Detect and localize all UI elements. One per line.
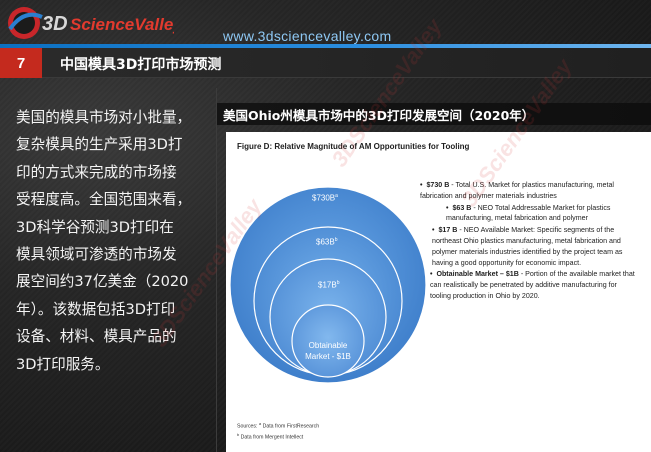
body-line: 3D科学谷预测3D打印在 [16, 218, 174, 236]
bullet-obtainable: • Obtainable Market – $1B - Portion of t… [430, 270, 635, 300]
section-title: 中国模具3D打印市场预测 [60, 57, 222, 73]
figure-title: Figure D: Relative Magnitude of AM Oppor… [237, 142, 470, 151]
body-paragraph: 美国的模具市场对小批量， 复杂模具的生产采用3D打 印的方式来完成的市场接 受程… [16, 104, 216, 378]
body-line: 设备、材料、模具产品的 [16, 328, 177, 346]
body-line: 模具领域可渗透的市场发 [16, 246, 177, 264]
figure-legend-bullets: • $730 B - Total U.S. Market for plastic… [416, 180, 636, 302]
bubble-label-63b: $63Bb [316, 237, 338, 247]
svg-text:3D: 3D [42, 13, 68, 35]
bullet-17b: • $17 B - NEO Available Market: Specific… [432, 226, 623, 267]
body-line: 复杂模具的生产采用3D打 [16, 136, 183, 154]
body-line: 受程度高。全国范围来看， [16, 191, 192, 209]
panel-title: 美国Ohio州模具市场中的3D打印发展空间（2020年） [223, 108, 535, 123]
svg-text:ScienceValley: ScienceValley [70, 15, 174, 34]
section-number: 7 [0, 48, 42, 78]
body-line: 印的方式来完成的市场接 [16, 163, 177, 181]
body-line: 美国的模具市场对小批量， [16, 109, 192, 126]
body-line: 年）。该数据包括3D打印 [16, 300, 176, 318]
section-bar [42, 48, 651, 78]
body-line: 3D打印服务。 [16, 355, 110, 373]
bullet-730b: • $730 B - Total U.S. Market for plastic… [420, 181, 614, 200]
bubble-label-obtainable: Obtainable Market - $1B [305, 341, 351, 361]
bullet-63b: • $63 B - NEO Total Addressable Market f… [446, 203, 611, 223]
figure-d: Figure D: Relative Magnitude of AM Oppor… [226, 132, 651, 452]
vertical-divider [216, 88, 217, 452]
body-line: 展空间约37亿美金（2020 [16, 273, 189, 291]
bubble-1b [291, 304, 365, 378]
header-divider [0, 44, 651, 48]
3dsciencevalley-logo: 3D ScienceValley [8, 7, 174, 39]
figure-sources: Sources: a Data from FirstResearch b Dat… [237, 421, 320, 441]
bubble-label-730b: $730Ba [312, 193, 338, 203]
site-url[interactable]: www.3dsciencevalley.com [223, 28, 392, 44]
bubble-label-17b: $17Bb [318, 280, 340, 290]
nested-bubble-chart [229, 186, 427, 384]
panel-title-bar [217, 103, 651, 125]
